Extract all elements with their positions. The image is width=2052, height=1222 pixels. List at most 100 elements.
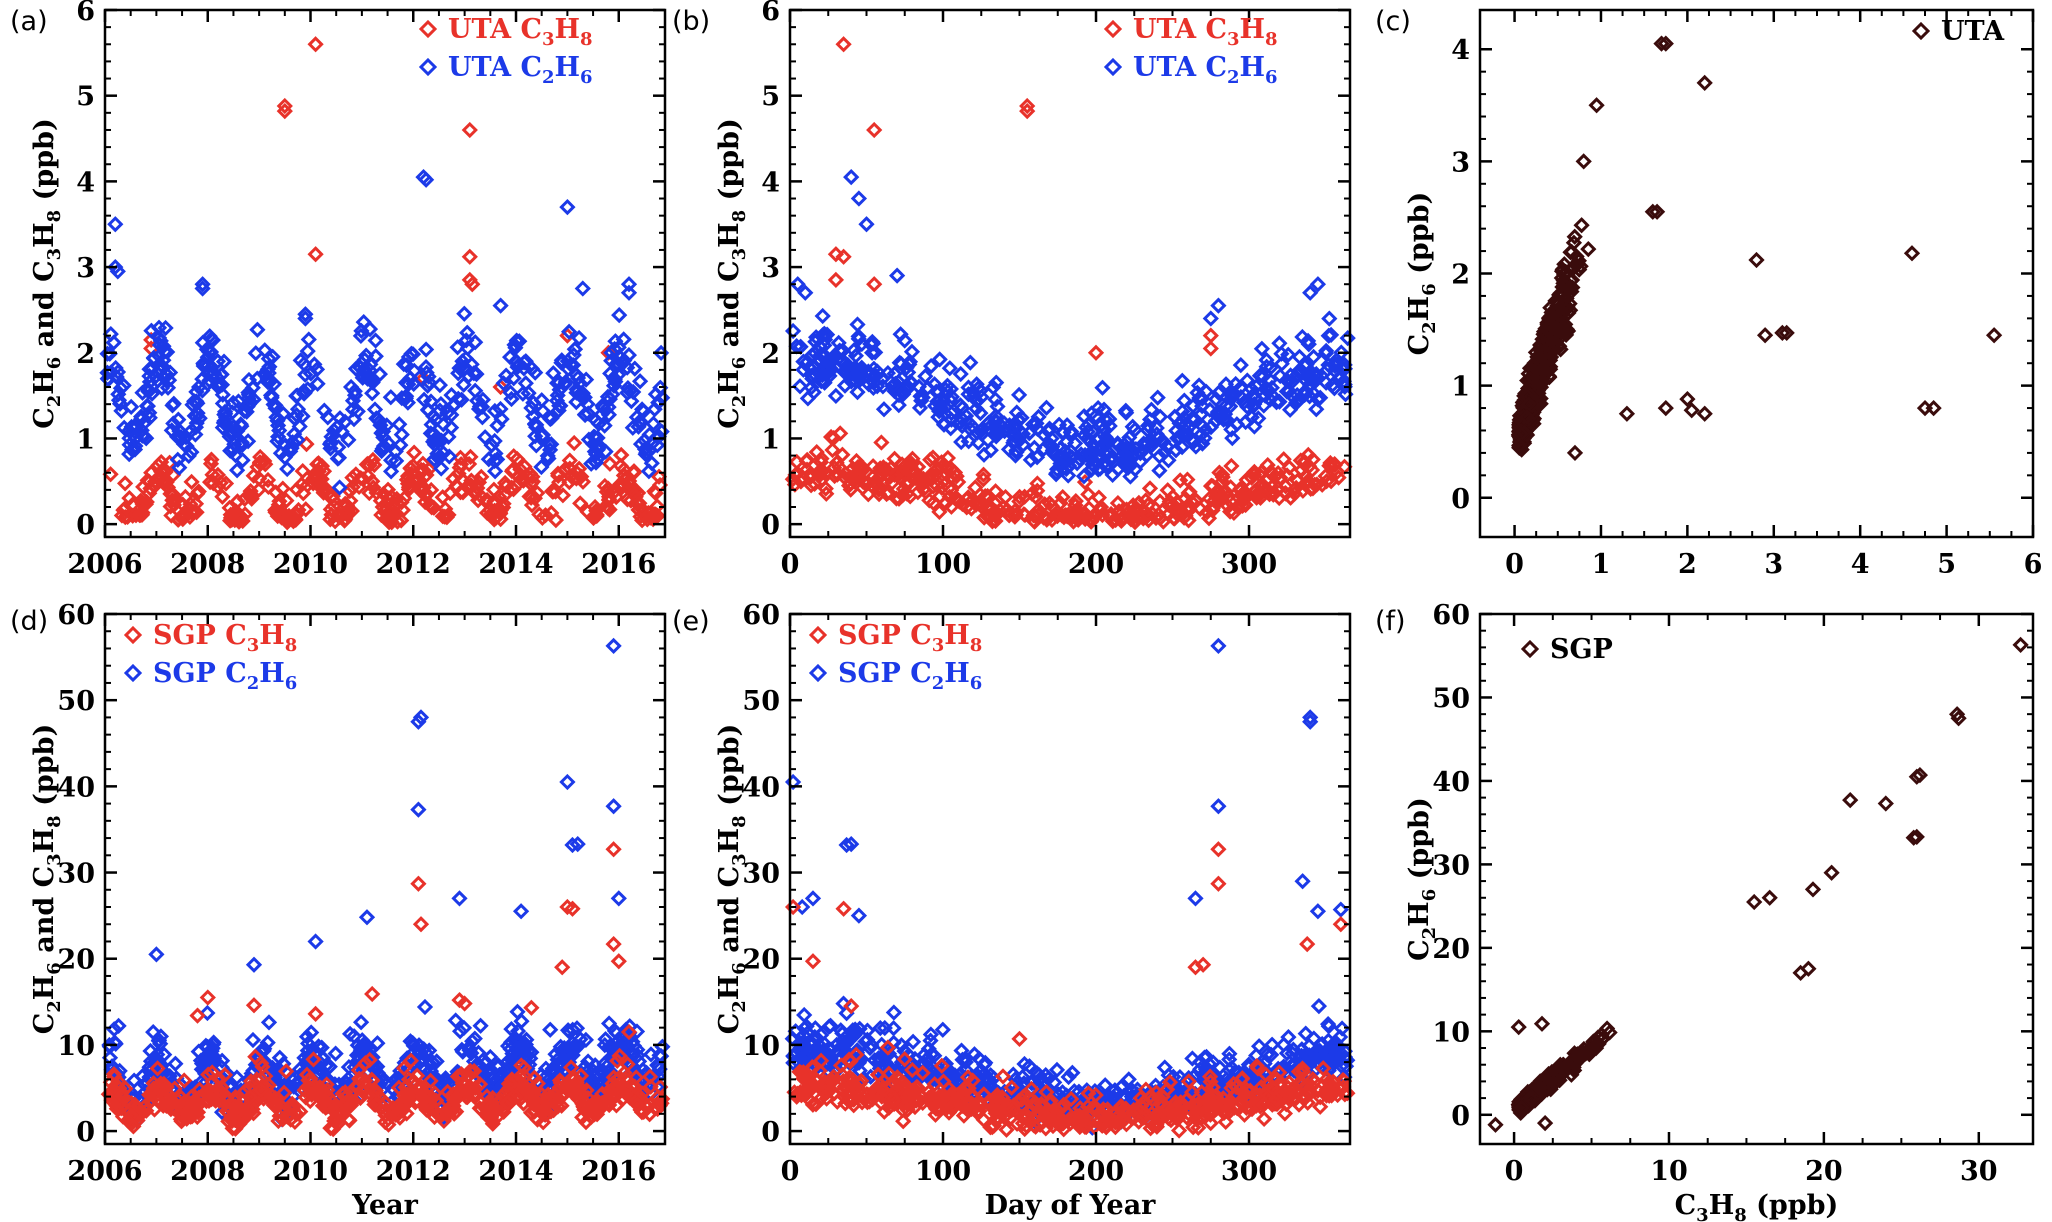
data-point xyxy=(1087,408,1104,425)
data-point xyxy=(394,501,412,519)
data-point xyxy=(216,412,233,430)
data-point xyxy=(216,406,233,423)
data-point xyxy=(99,364,116,381)
data-point xyxy=(550,467,567,485)
data-point xyxy=(1052,494,1069,512)
data-point xyxy=(645,415,662,432)
data-point xyxy=(896,332,913,349)
data-point xyxy=(564,836,581,854)
panel-label: (d) xyxy=(10,606,48,637)
data-point xyxy=(626,360,643,377)
data-point xyxy=(1511,437,1528,454)
data-point xyxy=(1566,444,1584,462)
data-point xyxy=(299,477,316,494)
y-tick-label: 3 xyxy=(761,253,780,284)
data-point xyxy=(464,276,481,293)
x-tick-label: 2016 xyxy=(581,549,656,580)
data-point xyxy=(287,506,304,523)
data-point xyxy=(795,353,812,370)
data-point xyxy=(594,1063,612,1081)
y-axis-title-group: C2H6 (ppb) xyxy=(1404,192,1440,356)
data-point xyxy=(1171,415,1188,432)
y-tick-label: 2 xyxy=(76,339,95,370)
data-point xyxy=(116,475,134,492)
data-point xyxy=(364,985,381,1003)
data-point xyxy=(610,953,627,970)
data-point xyxy=(931,503,948,521)
data-point xyxy=(1330,469,1347,486)
y-tick-label: 60 xyxy=(57,600,95,631)
data-point xyxy=(1321,457,1338,474)
data-point xyxy=(1547,292,1564,310)
data-point xyxy=(587,1057,604,1074)
data-point xyxy=(554,959,571,976)
data-point xyxy=(551,374,568,391)
data-point xyxy=(596,417,613,434)
data-point xyxy=(251,455,269,472)
x-tick-label: 2 xyxy=(1678,549,1697,580)
legend-marker xyxy=(1911,21,1931,41)
data-point xyxy=(860,474,877,492)
y-tick-label: 3 xyxy=(76,253,95,284)
data-point xyxy=(439,404,456,422)
data-point xyxy=(361,484,378,502)
data-point xyxy=(466,1030,483,1047)
data-point xyxy=(487,509,505,526)
data-point xyxy=(1552,341,1569,358)
data-point xyxy=(566,341,583,358)
data-point xyxy=(512,903,530,920)
data-point xyxy=(967,496,985,513)
data-point xyxy=(572,1031,589,1048)
data-point xyxy=(827,271,845,289)
data-point xyxy=(143,1061,160,1079)
data-point xyxy=(967,479,984,496)
data-point xyxy=(247,345,264,362)
data-point xyxy=(1318,342,1335,360)
data-point xyxy=(1774,324,1791,342)
data-point xyxy=(226,436,243,453)
data-point xyxy=(200,1050,217,1068)
data-point xyxy=(643,455,660,472)
data-point xyxy=(960,386,977,403)
data-point xyxy=(454,353,471,370)
data-point xyxy=(521,465,539,482)
data-point xyxy=(579,1053,597,1070)
data-point xyxy=(153,1061,171,1078)
data-point xyxy=(150,1031,168,1049)
data-point xyxy=(1118,501,1135,518)
data-point xyxy=(525,408,542,425)
data-point xyxy=(941,488,958,505)
data-point xyxy=(373,442,390,460)
legend-entry: UTA C2H6 xyxy=(448,52,593,88)
legend-marker xyxy=(123,663,143,683)
data-point xyxy=(560,360,577,378)
data-point xyxy=(612,446,630,464)
data-point xyxy=(509,333,526,350)
data-point xyxy=(299,1042,316,1059)
series-uta-c2h6 xyxy=(784,168,1356,485)
data-point xyxy=(410,713,427,730)
data-point xyxy=(865,379,882,397)
data-point xyxy=(593,406,610,423)
data-point xyxy=(1044,442,1061,459)
data-point xyxy=(1180,500,1198,517)
data-point xyxy=(495,375,512,392)
data-point xyxy=(817,356,834,373)
data-point xyxy=(560,323,578,340)
data-point xyxy=(470,400,488,418)
data-point xyxy=(620,284,638,301)
data-point xyxy=(1160,452,1177,469)
data-point xyxy=(1029,475,1046,492)
data-point xyxy=(492,297,509,314)
data-point xyxy=(425,499,443,516)
y-tick-label: 5 xyxy=(761,82,780,113)
data-point xyxy=(1696,74,1713,92)
data-point xyxy=(1985,327,2003,344)
data-point xyxy=(1164,488,1181,505)
data-point xyxy=(818,326,836,343)
data-point xyxy=(860,486,877,503)
data-point xyxy=(607,333,624,350)
data-point xyxy=(149,1060,166,1077)
data-point xyxy=(315,484,332,501)
x-tick-label: 100 xyxy=(915,549,971,580)
